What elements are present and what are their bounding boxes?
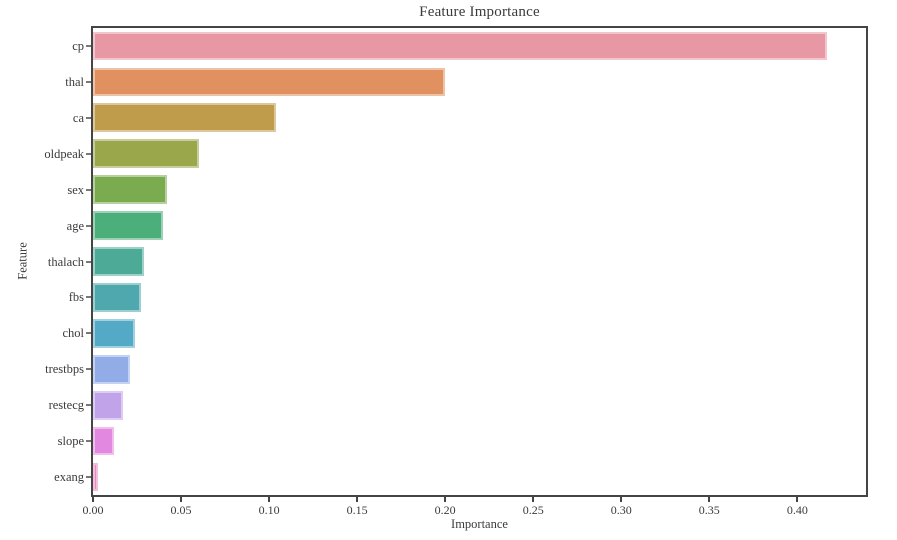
x-tick-label-0.15: 0.15 bbox=[346, 503, 368, 517]
y-tick-mark-cp bbox=[86, 44, 91, 47]
y-tick-label-restecg: restecg bbox=[48, 398, 84, 413]
y-tick-label-thal: thal bbox=[65, 74, 84, 89]
y-tick-label-thalach: thalach bbox=[47, 254, 84, 269]
x-tick-label-0.40: 0.40 bbox=[786, 503, 808, 517]
y-tick-mark-exang bbox=[86, 476, 91, 479]
bar-thalach bbox=[93, 247, 145, 276]
chart-title: Feature Importance bbox=[419, 4, 540, 20]
bar-cp bbox=[93, 31, 828, 61]
x-tick-label-0.05: 0.05 bbox=[170, 503, 192, 517]
x-tick-mark-0.40 bbox=[796, 497, 799, 502]
bar-ca bbox=[93, 103, 277, 133]
x-tick-mark-0.00 bbox=[92, 497, 94, 502]
x-tick-mark-0.05 bbox=[180, 497, 183, 502]
x-tick-label-0.30: 0.30 bbox=[610, 503, 632, 517]
y-tick-mark-ca bbox=[86, 116, 91, 119]
y-tick-label-fbs: fbs bbox=[68, 290, 84, 305]
bar-oldpeak bbox=[93, 139, 199, 169]
x-tick-label-0.35: 0.35 bbox=[698, 503, 720, 517]
bar-slope bbox=[93, 426, 115, 456]
y-tick-label-chol: chol bbox=[62, 326, 84, 341]
y-tick-label-sex: sex bbox=[67, 182, 84, 197]
y-tick-label-trestbps: trestbps bbox=[45, 362, 84, 377]
bar-restecg bbox=[93, 390, 123, 420]
y-axis-label: Feature bbox=[15, 242, 30, 280]
bar-exang bbox=[93, 462, 99, 492]
bar-sex bbox=[93, 175, 167, 205]
y-tick-label-exang: exang bbox=[54, 470, 84, 485]
x-tick-label-0.25: 0.25 bbox=[522, 503, 544, 517]
y-tick-label-age: age bbox=[66, 218, 84, 233]
bar-age bbox=[93, 211, 164, 240]
bar-trestbps bbox=[93, 354, 130, 384]
x-tick-mark-0.20 bbox=[444, 497, 447, 502]
y-tick-mark-fbs bbox=[86, 296, 91, 299]
y-tick-mark-chol bbox=[86, 332, 91, 335]
x-tick-label-0.20: 0.20 bbox=[434, 503, 456, 517]
plot-area bbox=[91, 26, 868, 497]
x-axis-label: Importance bbox=[451, 517, 508, 531]
bar-fbs bbox=[93, 283, 141, 312]
x-tick-mark-0.25 bbox=[532, 497, 535, 502]
y-tick-label-slope: slope bbox=[57, 434, 84, 449]
y-tick-mark-age bbox=[86, 224, 91, 227]
y-tick-mark-restecg bbox=[86, 404, 91, 407]
x-tick-label-0.00: 0.00 bbox=[82, 503, 104, 517]
y-tick-mark-slope bbox=[86, 440, 91, 443]
y-tick-label-oldpeak: oldpeak bbox=[44, 146, 84, 161]
x-tick-mark-0.35 bbox=[708, 497, 711, 502]
x-tick-mark-0.10 bbox=[268, 497, 271, 502]
x-tick-mark-0.15 bbox=[356, 497, 359, 502]
y-tick-mark-thalach bbox=[86, 260, 91, 263]
y-tick-mark-thal bbox=[86, 80, 91, 83]
y-tick-label-cp: cp bbox=[72, 38, 84, 53]
x-tick-mark-0.30 bbox=[620, 497, 623, 502]
y-tick-mark-trestbps bbox=[86, 368, 91, 371]
y-tick-label-ca: ca bbox=[72, 110, 84, 125]
x-tick-label-0.10: 0.10 bbox=[258, 503, 280, 517]
bar-thal bbox=[93, 67, 446, 97]
y-tick-mark-oldpeak bbox=[86, 152, 91, 155]
y-tick-mark-sex bbox=[86, 188, 91, 191]
bar-chol bbox=[93, 318, 136, 348]
